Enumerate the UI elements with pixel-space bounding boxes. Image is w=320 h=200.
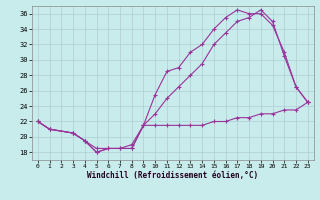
X-axis label: Windchill (Refroidissement éolien,°C): Windchill (Refroidissement éolien,°C) <box>87 171 258 180</box>
